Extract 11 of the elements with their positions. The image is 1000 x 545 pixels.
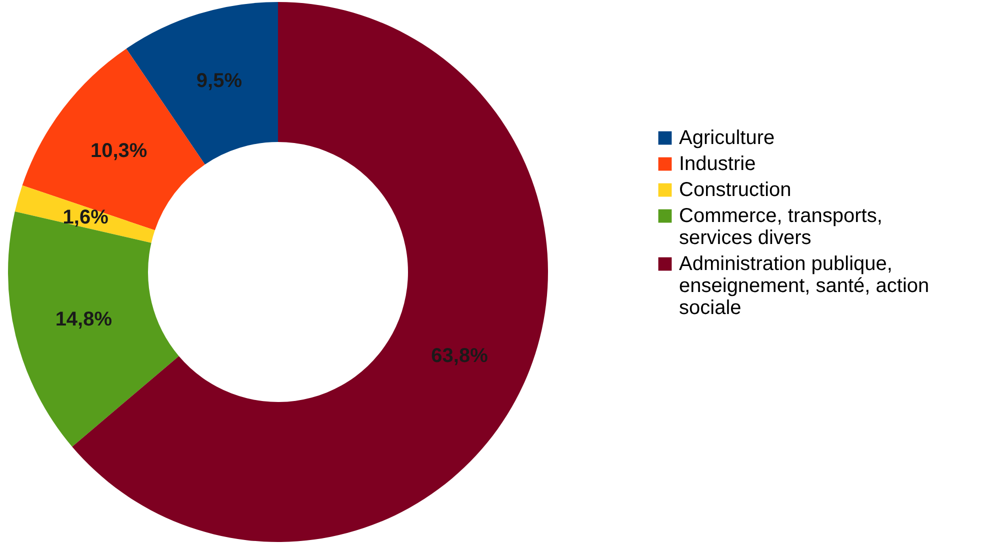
data-label: 1,6% — [62, 206, 109, 228]
donut-slice — [8, 211, 179, 447]
data-label: 14,8% — [55, 308, 112, 330]
data-label: 63,8% — [431, 345, 488, 368]
legend-label: Commerce, transports, services divers — [679, 205, 882, 249]
legend-label: Construction — [679, 179, 792, 201]
legend-label: Administration publique, enseignement, santé, action sociale — [679, 253, 930, 319]
legend-label: Agriculture — [679, 127, 775, 149]
data-label: 9,5% — [196, 70, 242, 92]
data-label: 10,3% — [90, 140, 148, 162]
legend-label: Industrie — [679, 153, 756, 175]
